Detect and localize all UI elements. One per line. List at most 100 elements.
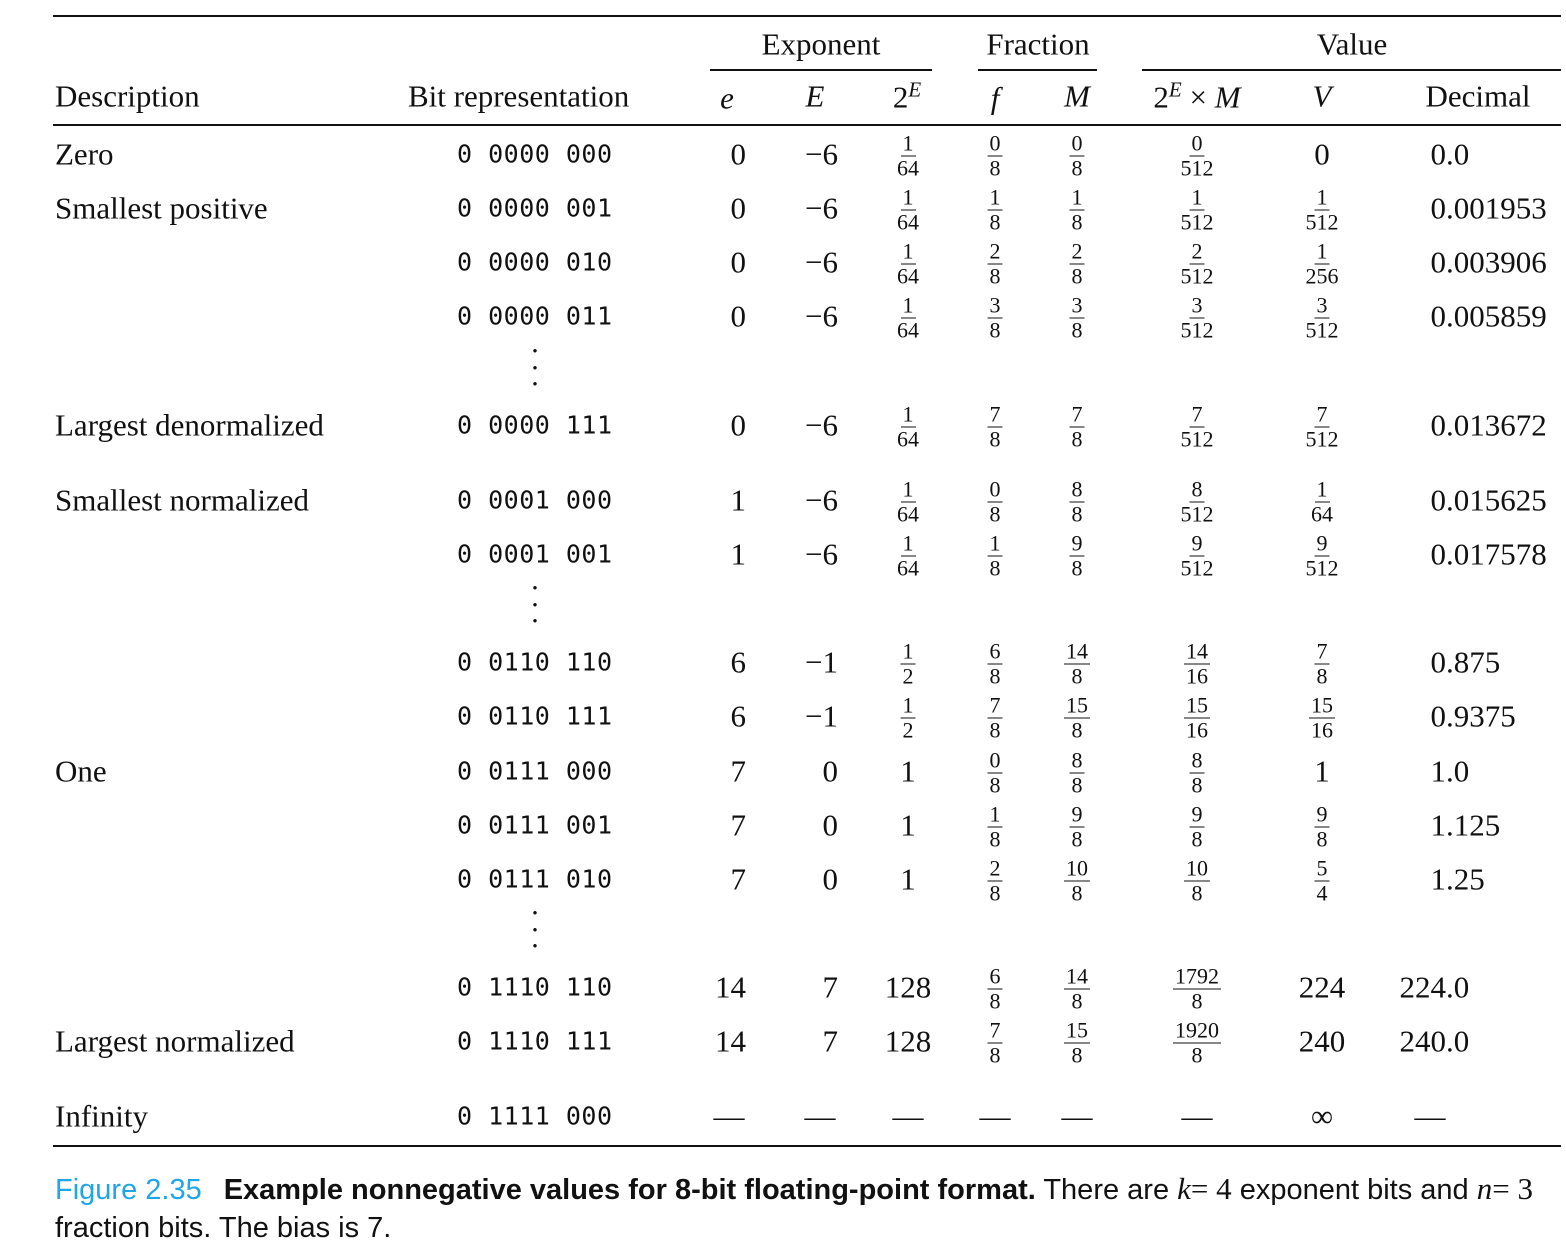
- numerator: 0: [1189, 130, 1205, 157]
- fraction-prod: 3 512: [1181, 292, 1214, 342]
- denominator: 8: [989, 555, 1001, 581]
- row-description: Infinity: [55, 1098, 148, 1134]
- numerator: 1: [900, 692, 916, 719]
- fraction-prod: 2 512: [1181, 238, 1214, 288]
- col-header-decimal: Decimal: [1425, 78, 1531, 114]
- base: 2: [892, 79, 909, 115]
- numerator: 2: [1189, 238, 1205, 265]
- cell-e: 0: [730, 190, 747, 226]
- denominator: 8: [989, 663, 1001, 689]
- caption-text: exponent bits and: [1239, 1174, 1469, 1206]
- denominator: 64: [897, 555, 919, 581]
- cell-e: 7: [730, 753, 747, 789]
- cell-twoE: 1: [900, 807, 916, 843]
- figure-caption: Figure 2.35 Example nonnegative values fo…: [55, 1170, 1565, 1247]
- bit-representation: 0 1110 110: [457, 972, 613, 1002]
- numerator: 7: [1189, 401, 1205, 428]
- numerator: 9: [1189, 801, 1205, 828]
- cell-E: 7: [822, 969, 839, 1005]
- numerator: 14: [1064, 638, 1090, 665]
- fraction-twoE: 1 64: [897, 401, 919, 451]
- numerator: 1: [987, 184, 1003, 211]
- cell-decimal: 224.0: [1399, 969, 1470, 1005]
- denominator: 8: [1316, 663, 1328, 689]
- cell-e: 0: [730, 407, 747, 443]
- denominator: 8: [1071, 317, 1083, 343]
- cell-e: 7: [730, 861, 747, 897]
- caption-title: Example nonnegative values for 8-bit flo…: [223, 1174, 1036, 1206]
- bit-representation: 0 0111 000: [457, 756, 613, 786]
- bit-representation: 0 0000 011: [457, 301, 613, 331]
- bit-representation: 0 0000 001: [457, 193, 613, 223]
- denominator: 8: [989, 209, 1001, 235]
- cell-e: —: [713, 1098, 745, 1134]
- denominator: 8: [1071, 555, 1083, 581]
- numerator: 9: [1189, 530, 1205, 557]
- times: ×: [1189, 79, 1207, 115]
- fraction-twoE: 1 64: [897, 240, 919, 288]
- col-header-M: M: [1064, 78, 1090, 114]
- numerator: 15: [1184, 692, 1210, 719]
- cell-decimal: —: [1414, 1098, 1446, 1134]
- numerator: 1: [1314, 476, 1330, 503]
- numerator: 1: [900, 401, 916, 428]
- numerator: 7: [987, 401, 1003, 428]
- cell-decimal: 1.125: [1430, 807, 1501, 843]
- row-description: Zero: [55, 136, 114, 172]
- cell-e: 1: [730, 536, 747, 572]
- numerator: 10: [1064, 855, 1090, 882]
- cell-decimal: 240.0: [1399, 1023, 1470, 1059]
- fraction-prod: 1792 8: [1173, 965, 1221, 1013]
- fraction-prod: 14 16: [1184, 640, 1210, 688]
- numerator: 7: [987, 692, 1003, 719]
- fraction-prod: 10 8: [1184, 857, 1210, 905]
- numerator: 7: [987, 1017, 1003, 1044]
- denominator: 64: [1311, 501, 1333, 527]
- cell-twoE: 1: [900, 861, 916, 897]
- denominator: 64: [897, 501, 919, 527]
- fraction-prod: 7 512: [1180, 401, 1214, 452]
- cell-e: 0: [730, 136, 747, 172]
- cell-decimal: 0.003906: [1430, 244, 1547, 280]
- bit-representation: 0 0000 010: [457, 247, 613, 277]
- fraction-V: 1 512: [1306, 186, 1339, 234]
- denominator: 4: [1316, 880, 1328, 906]
- numerator: 5: [1314, 855, 1330, 882]
- denominator: 512: [1180, 426, 1214, 452]
- fraction-prod: 15 16: [1184, 692, 1210, 742]
- numerator: 2: [987, 238, 1003, 265]
- var-n: n: [1476, 1171, 1493, 1206]
- cell-V: 0: [1314, 136, 1330, 172]
- fraction-prod: 9 512: [1181, 530, 1214, 580]
- caption-text: fraction bits. The bias is 7.: [55, 1212, 392, 1244]
- bit-representation: 0 0000 111: [457, 410, 613, 440]
- fraction-twoE: 1 64: [897, 186, 919, 234]
- denominator: 8: [989, 155, 1001, 181]
- denominator: 8: [989, 772, 1001, 798]
- numerator: 7: [1314, 638, 1330, 665]
- cell-decimal: 0.875: [1430, 644, 1501, 680]
- cell-E: −6: [805, 407, 838, 443]
- denominator: 8: [989, 501, 1001, 527]
- denominator: 8: [989, 426, 1001, 452]
- row-description: Largest normalized: [55, 1023, 295, 1059]
- cell-decimal: 0.0: [1430, 136, 1470, 172]
- cell-e: 0: [730, 244, 747, 280]
- denominator: 8: [1316, 826, 1328, 852]
- denominator: 8: [1071, 426, 1083, 452]
- denominator: 512: [1180, 501, 1214, 527]
- cell-E: −1: [805, 644, 838, 680]
- numerator: 8: [1069, 747, 1085, 774]
- cell-e: 14: [715, 1023, 746, 1059]
- numerator: 3: [1189, 292, 1205, 319]
